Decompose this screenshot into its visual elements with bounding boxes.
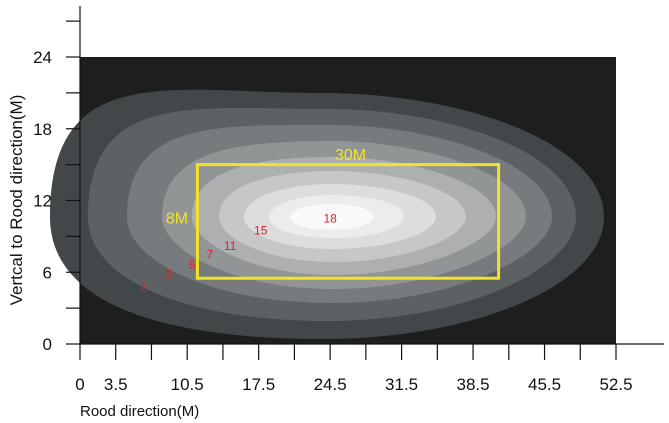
contour-value-label: 2 [140, 281, 147, 295]
y-tick-label: 12 [33, 192, 52, 211]
dimension-label: 30M [335, 147, 366, 164]
y-tick-label: 18 [33, 120, 52, 139]
y-axis-title: Vertcal to Rood direction(M) [7, 95, 26, 306]
x-tick-label: 3.5 [104, 375, 128, 394]
y-tick-label: 24 [33, 48, 52, 67]
y-tick-label: 6 [43, 263, 52, 282]
x-tick-label: 0 [75, 375, 84, 394]
contour-band-9 [290, 204, 374, 230]
x-tick-label: 10.5 [171, 375, 204, 394]
axes-group [79, 6, 664, 345]
dimension-rectangle [195, 163, 501, 280]
contour-value-label: 15 [254, 223, 268, 237]
x-tick-label: 17.5 [242, 375, 275, 394]
x-tick-label: 45.5 [528, 375, 561, 394]
contour-value-label: 11 [224, 239, 237, 253]
dimension-label: 8M [166, 210, 188, 227]
contour-value-label: 7 [206, 247, 213, 261]
contour-value-label: 5 [189, 258, 196, 272]
dimension-labels-group: 30M 8M [166, 147, 366, 227]
contour-labels-group: 2 3 57 11 15 18 [140, 211, 337, 294]
x-tick-label: 38.5 [457, 375, 490, 394]
x-axis-title: Rood direction(M) [80, 403, 199, 420]
ticks-group: 0 3.5 10.5 17.5 24.5 31.5 38.5 45.5 52.5 0 6 12 18 24 [33, 20, 633, 394]
x-tick-label: 52.5 [599, 375, 632, 394]
contour-fill-group [50, 89, 604, 339]
x-tick-label: 31.5 [385, 375, 418, 394]
y-tick-label: 0 [43, 335, 52, 354]
x-tick-label: 24.5 [314, 375, 347, 394]
contour-value-label: 18 [323, 211, 337, 225]
contour-value-label: 3 [165, 268, 172, 282]
